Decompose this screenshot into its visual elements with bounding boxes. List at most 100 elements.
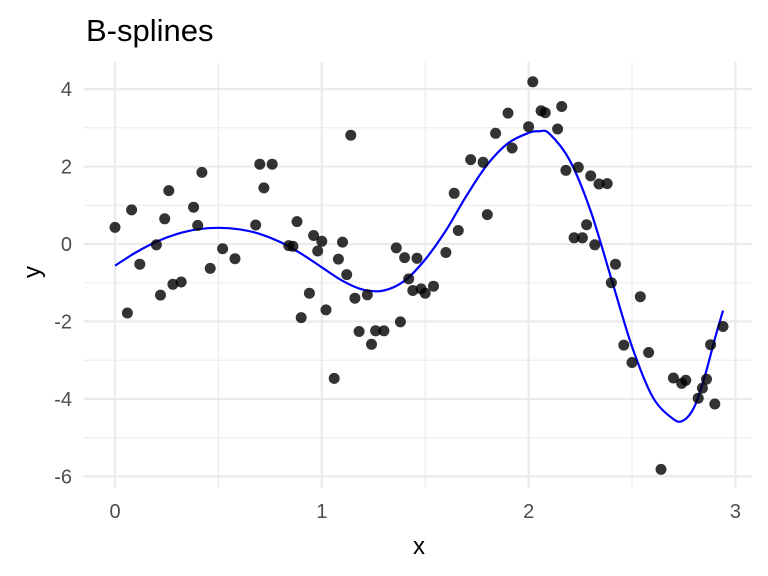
data-point bbox=[295, 312, 307, 324]
data-point bbox=[254, 158, 266, 170]
y-tick-label: -4 bbox=[54, 389, 72, 411]
data-point bbox=[250, 219, 262, 231]
data-point bbox=[618, 339, 630, 351]
data-point bbox=[560, 164, 572, 176]
data-point bbox=[643, 347, 655, 358]
data-point bbox=[121, 307, 133, 319]
major-gridlines bbox=[84, 62, 752, 488]
data-point bbox=[709, 398, 721, 410]
data-point bbox=[692, 392, 704, 404]
data-points bbox=[109, 76, 729, 475]
x-tick-label: 3 bbox=[730, 501, 741, 523]
data-point bbox=[394, 316, 406, 328]
data-point bbox=[626, 357, 638, 368]
data-point bbox=[539, 107, 551, 119]
data-point bbox=[696, 382, 708, 394]
data-point bbox=[192, 219, 204, 231]
data-point bbox=[634, 291, 646, 303]
data-point bbox=[705, 339, 717, 351]
chart-title: B-splines bbox=[86, 13, 214, 48]
data-point bbox=[610, 258, 621, 270]
x-tick-label: 2 bbox=[523, 501, 534, 523]
x-axis-label: x bbox=[413, 533, 425, 560]
data-point bbox=[477, 156, 489, 168]
data-point bbox=[361, 289, 373, 301]
data-point bbox=[502, 107, 514, 119]
data-point bbox=[316, 235, 328, 247]
y-axis-tick-labels: -6 -4 -2 0 2 4 bbox=[54, 79, 72, 488]
data-point bbox=[605, 277, 617, 289]
data-point bbox=[312, 245, 324, 257]
data-point bbox=[167, 278, 179, 290]
data-point bbox=[523, 121, 535, 133]
data-point bbox=[717, 321, 729, 332]
data-point bbox=[585, 170, 597, 182]
data-point bbox=[448, 187, 460, 199]
data-point bbox=[163, 185, 175, 197]
data-point bbox=[370, 325, 382, 337]
data-point bbox=[576, 232, 588, 244]
data-point bbox=[593, 178, 605, 190]
data-point bbox=[568, 232, 580, 244]
data-point bbox=[680, 374, 692, 386]
data-point bbox=[667, 372, 679, 384]
data-point bbox=[337, 236, 348, 248]
minor-gridlines bbox=[84, 62, 752, 488]
data-point bbox=[655, 463, 667, 475]
data-point bbox=[126, 204, 138, 216]
data-point bbox=[589, 239, 601, 251]
data-point bbox=[490, 127, 502, 139]
x-tick-label: 0 bbox=[109, 501, 120, 523]
x-axis-tick-labels: 0 1 2 3 bbox=[109, 501, 741, 523]
data-point bbox=[328, 372, 340, 384]
data-point bbox=[572, 161, 584, 173]
data-point bbox=[701, 373, 712, 385]
y-tick-label: -2 bbox=[54, 311, 72, 333]
data-point bbox=[320, 304, 332, 316]
x-tick-label: 1 bbox=[316, 501, 327, 523]
data-point bbox=[155, 289, 166, 301]
data-point bbox=[308, 230, 320, 241]
data-point bbox=[452, 225, 464, 236]
data-point bbox=[109, 221, 121, 233]
data-point bbox=[303, 287, 315, 299]
data-point bbox=[266, 158, 278, 170]
data-point bbox=[407, 285, 419, 296]
data-point bbox=[345, 129, 357, 141]
y-axis-label: y bbox=[19, 266, 46, 278]
data-point bbox=[366, 338, 377, 350]
data-point bbox=[134, 258, 146, 270]
data-point bbox=[440, 247, 452, 258]
data-point bbox=[159, 213, 171, 225]
bspline-fit-line bbox=[114, 129, 725, 423]
y-tick-label: 2 bbox=[61, 157, 72, 179]
data-point bbox=[287, 240, 299, 252]
data-point bbox=[556, 101, 568, 112]
data-point bbox=[332, 253, 344, 265]
data-point bbox=[465, 154, 477, 166]
data-point bbox=[150, 239, 162, 251]
data-point bbox=[481, 209, 493, 221]
data-point bbox=[291, 216, 303, 228]
data-point bbox=[349, 292, 361, 304]
data-point bbox=[217, 243, 229, 255]
data-point bbox=[506, 142, 518, 154]
data-point bbox=[581, 219, 593, 231]
data-point bbox=[399, 252, 411, 264]
data-point bbox=[353, 326, 365, 337]
data-point bbox=[428, 280, 439, 292]
y-tick-label: 0 bbox=[61, 234, 72, 256]
data-point bbox=[258, 182, 270, 194]
data-point bbox=[175, 276, 187, 288]
y-tick-label: -6 bbox=[54, 466, 72, 488]
data-point bbox=[390, 242, 402, 254]
data-point bbox=[552, 123, 564, 135]
data-point bbox=[601, 178, 613, 190]
data-point bbox=[378, 325, 390, 337]
data-point bbox=[196, 166, 208, 178]
data-point bbox=[411, 252, 423, 264]
data-point bbox=[527, 76, 539, 88]
data-point bbox=[341, 269, 353, 281]
data-point bbox=[229, 253, 241, 265]
